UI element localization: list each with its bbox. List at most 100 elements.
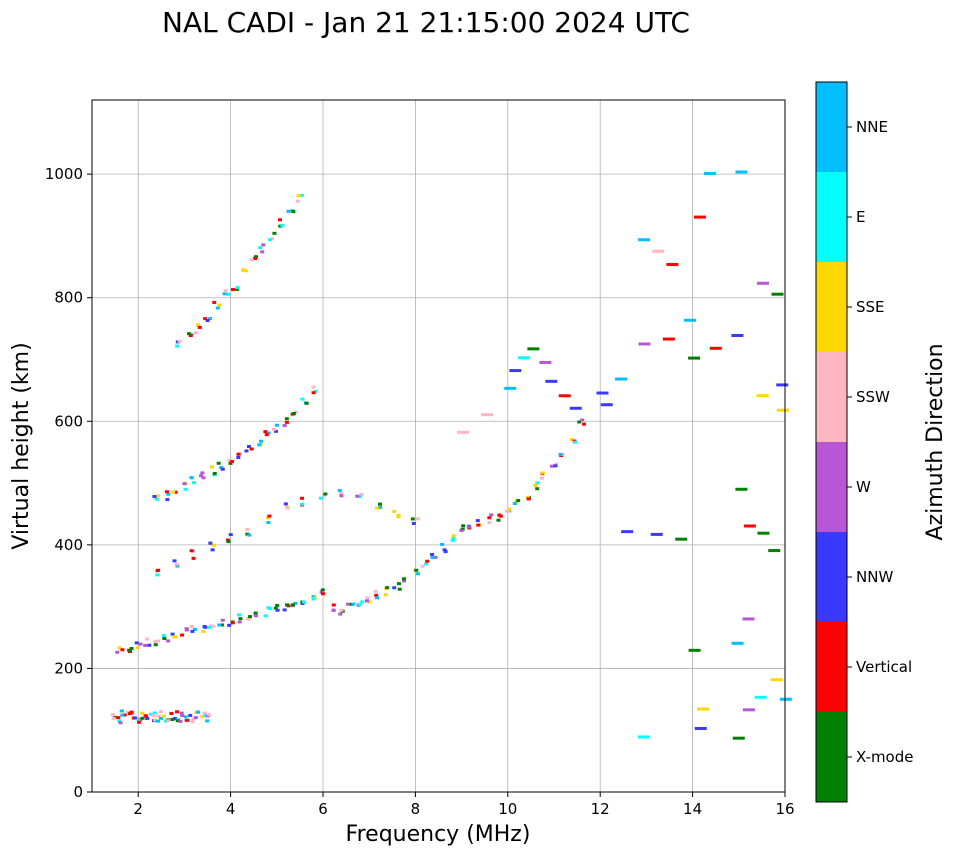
data-point [311, 385, 316, 389]
data-point [283, 502, 288, 506]
data-point [253, 257, 258, 261]
data-point [258, 246, 263, 250]
data-point [296, 194, 301, 198]
x-tick-label: 10 [498, 800, 517, 818]
data-point [430, 552, 435, 556]
data-point [331, 603, 336, 607]
x-tick-label: 16 [775, 800, 794, 818]
data-point [410, 517, 415, 521]
data-point [293, 601, 298, 605]
data-point [212, 300, 217, 304]
data-point [203, 625, 208, 629]
data-point [662, 337, 675, 341]
data-point [173, 717, 178, 721]
data-point [166, 719, 171, 723]
colorbar-tick-label: E [856, 208, 865, 226]
data-point [197, 325, 202, 329]
y-tick-label: 600 [54, 412, 83, 430]
data-point [187, 332, 192, 336]
data-point [461, 524, 466, 528]
colorbar-tick-label: X-mode [856, 748, 913, 766]
data-point [339, 608, 344, 612]
data-point [621, 530, 634, 534]
data-point [675, 537, 688, 541]
data-point [688, 356, 701, 360]
data-point [119, 709, 124, 713]
data-point [553, 464, 558, 468]
data-point [260, 250, 265, 254]
data-point [174, 710, 179, 714]
data-point [504, 509, 509, 513]
data-point [162, 714, 167, 718]
data-point [263, 614, 268, 618]
data-point [129, 647, 134, 651]
data-point [190, 629, 195, 633]
data-point [450, 538, 455, 542]
data-point [236, 613, 241, 617]
data-point [117, 719, 122, 723]
data-point [433, 555, 438, 559]
data-point [161, 634, 166, 638]
data-point [539, 360, 552, 364]
data-point [219, 623, 224, 627]
data-point [193, 331, 198, 335]
data-point [383, 593, 388, 597]
data-point [424, 562, 429, 566]
data-point [351, 602, 356, 606]
data-point [175, 564, 180, 568]
data-point [771, 292, 784, 296]
data-point [277, 218, 282, 222]
data-point [199, 474, 204, 478]
data-point [145, 716, 150, 720]
data-point [183, 715, 188, 719]
data-point [125, 710, 130, 714]
data-point [238, 617, 243, 621]
data-point [254, 614, 259, 618]
data-point [235, 287, 240, 291]
data-point [263, 430, 268, 434]
data-point [188, 713, 193, 717]
data-point [184, 718, 189, 722]
y-tick-label: 400 [54, 536, 83, 554]
data-point [178, 719, 183, 723]
data-point [211, 543, 216, 547]
data-point [180, 714, 185, 718]
x-tick-label: 6 [318, 800, 328, 818]
data-point [236, 452, 241, 456]
colorbar-frame [815, 81, 848, 803]
data-point [768, 549, 781, 553]
data-point [291, 603, 296, 607]
data-point [264, 433, 269, 437]
data-point [377, 502, 382, 506]
data-point [169, 711, 174, 715]
data-point [516, 499, 521, 503]
colorbar-segment [816, 712, 847, 802]
data-point [558, 453, 563, 457]
data-point [507, 507, 512, 511]
data-point [365, 596, 370, 600]
data-point [451, 536, 456, 540]
data-point [304, 401, 309, 405]
data-point [339, 491, 344, 495]
data-point [192, 627, 197, 631]
colorbar-segment [816, 622, 847, 712]
colorbar-segment [816, 262, 847, 352]
data-point [272, 427, 277, 431]
data-point [319, 590, 324, 594]
data-point [171, 490, 176, 494]
data-point [375, 596, 380, 600]
data-point [638, 238, 651, 242]
data-point [487, 516, 492, 520]
data-point [535, 487, 540, 491]
data-point [191, 717, 196, 721]
data-point [293, 410, 298, 414]
data-point [274, 423, 279, 427]
data-point [318, 496, 323, 500]
data-point [385, 586, 390, 590]
data-point [442, 548, 447, 552]
data-point [193, 716, 198, 720]
data-point [244, 449, 249, 453]
data-point [504, 386, 517, 390]
data-point [411, 521, 416, 525]
data-point [742, 617, 755, 621]
